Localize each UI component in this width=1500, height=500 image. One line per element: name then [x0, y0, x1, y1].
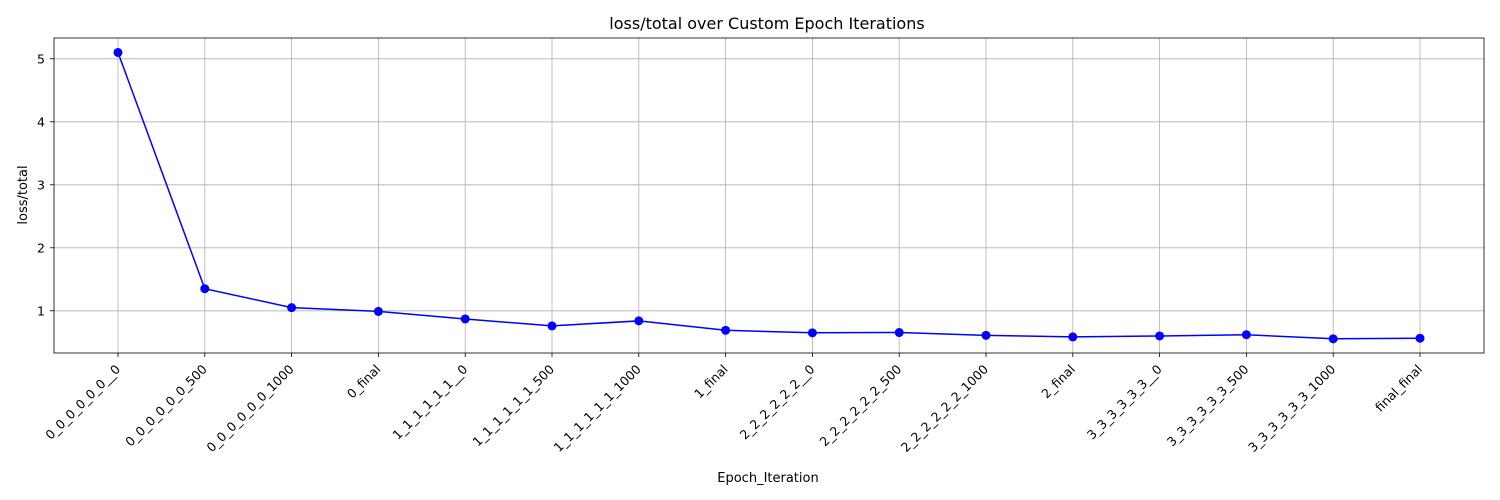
y-axis-label: loss/total — [16, 165, 31, 224]
data-point — [981, 330, 991, 340]
x-tick-label: 0_final — [344, 362, 384, 402]
x-tick-label: 0_0_0_0_0_0_500 — [122, 361, 210, 449]
x-tick-label: 1_1_1_1_1_1_1000 — [551, 361, 644, 454]
x-tick-label: 2_2_2_2_2_2_1000 — [898, 361, 991, 454]
data-point — [1155, 331, 1165, 341]
data-point — [287, 303, 297, 313]
series — [113, 47, 1425, 344]
x-tick-label: 1_final — [691, 362, 731, 402]
data-point — [1328, 334, 1338, 344]
chart-title: loss/total over Custom Epoch Iterations — [609, 14, 924, 33]
x-tick-label: final_final — [1372, 362, 1425, 415]
x-tick-label: 1_1_1_1_1_1__0 — [389, 361, 470, 442]
y-axis-ticks: 1 2 3 4 5 — [37, 51, 54, 318]
y-tick-label: 1 — [37, 303, 45, 318]
series-line — [117, 52, 1421, 340]
x-tick-label: 2_2_2_2_2_2__0 — [737, 361, 818, 442]
data-point — [894, 328, 904, 338]
data-point — [373, 306, 383, 316]
x-tick-label: 2_final — [1038, 362, 1078, 402]
grid — [54, 38, 1484, 353]
x-tick-label: 3_3_3_3_3_3__0 — [1084, 361, 1165, 442]
x-tick-label: 2_2_2_2_2_2_500 — [817, 361, 905, 449]
plot-frame — [53, 37, 1485, 354]
data-point — [460, 314, 470, 324]
y-tick-label: 4 — [37, 114, 45, 129]
data-point — [1068, 332, 1078, 342]
x-tick-label: 0_0_0_0_0_0_1000 — [203, 361, 296, 454]
y-tick-label: 2 — [37, 240, 45, 255]
data-point — [200, 284, 210, 294]
data-point — [1415, 333, 1425, 343]
x-axis-label: Epoch_Iteration — [717, 471, 818, 486]
x-tick-label: 3_3_3_3_3_3_1000 — [1245, 361, 1338, 454]
data-point — [113, 47, 123, 57]
x-axis-ticks: 0_0_0_0_0_0__0 0_0_0_0_0_0_5000_0_0_0_0_0… — [42, 353, 1425, 455]
data-point — [721, 325, 731, 335]
x-tick-label: 3_3_3_3_3_3_500 — [1164, 361, 1252, 449]
data-point — [1241, 330, 1251, 340]
y-tick-label: 5 — [37, 51, 45, 66]
data-point — [547, 321, 557, 331]
x-tick-label: 0_0_0_0_0_0__0 — [42, 361, 123, 442]
x-tick-label: 1_1_1_1_1_1_500 — [469, 361, 557, 449]
data-point — [634, 316, 644, 326]
y-tick-label: 3 — [37, 177, 45, 192]
data-point — [807, 328, 817, 338]
